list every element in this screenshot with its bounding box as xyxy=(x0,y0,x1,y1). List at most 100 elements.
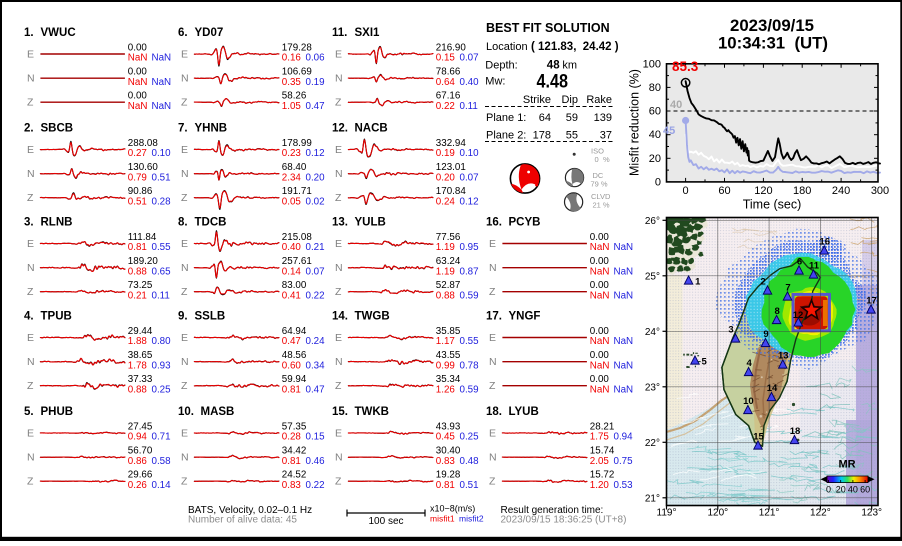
svg-text:257.61: 257.61 xyxy=(282,256,312,267)
svg-text:NaN: NaN xyxy=(614,242,634,253)
svg-text:7.: 7. xyxy=(178,123,188,135)
svg-text:Mw:: Mw: xyxy=(485,75,505,87)
svg-text:NaN: NaN xyxy=(590,360,610,371)
svg-text:0.27: 0.27 xyxy=(128,148,147,159)
svg-text:YHNB: YHNB xyxy=(195,123,228,135)
svg-text:0.45: 0.45 xyxy=(436,432,456,443)
svg-text:Rake: Rake xyxy=(586,94,612,106)
svg-text:E: E xyxy=(181,428,188,440)
svg-text:78.66: 78.66 xyxy=(436,67,461,78)
svg-text:119°: 119° xyxy=(657,508,677,519)
svg-text:1.78: 1.78 xyxy=(128,360,148,371)
svg-text:0.00: 0.00 xyxy=(590,374,610,385)
svg-text:2.34: 2.34 xyxy=(282,172,302,183)
svg-text:TWGB: TWGB xyxy=(355,311,390,323)
svg-text:Z: Z xyxy=(181,476,188,488)
svg-text:km: km xyxy=(562,59,577,71)
svg-text:Time (sec): Time (sec) xyxy=(743,198,802,212)
svg-text:0.14: 0.14 xyxy=(282,266,302,277)
svg-text:11.: 11. xyxy=(332,27,347,39)
svg-text:4.48: 4.48 xyxy=(537,71,569,92)
svg-text:60: 60 xyxy=(718,185,730,197)
svg-text:0.51: 0.51 xyxy=(152,172,171,183)
svg-text:106.69: 106.69 xyxy=(282,67,312,78)
svg-text:0.40: 0.40 xyxy=(460,77,480,88)
svg-text:122°: 122° xyxy=(810,508,831,519)
svg-text:21 %: 21 % xyxy=(593,201,610,210)
svg-text:CLVD: CLVD xyxy=(591,192,611,201)
svg-text:59: 59 xyxy=(566,112,578,124)
svg-text:E: E xyxy=(181,144,188,156)
svg-text:2023/09/15 18:36:25 (UT+8): 2023/09/15 18:36:25 (UT+8) xyxy=(501,515,627,526)
svg-text:N: N xyxy=(27,262,35,274)
svg-text:NaN: NaN xyxy=(590,290,610,301)
svg-text:Z: Z xyxy=(181,97,188,109)
svg-text:NaN: NaN xyxy=(590,266,610,277)
svg-text:0.14: 0.14 xyxy=(152,480,172,491)
svg-text:N: N xyxy=(335,73,343,85)
svg-text:E: E xyxy=(335,238,342,250)
svg-text:111.84: 111.84 xyxy=(128,232,157,243)
svg-text:E: E xyxy=(335,144,342,156)
svg-text:29.66: 29.66 xyxy=(128,470,153,481)
svg-text:NACB: NACB xyxy=(355,123,388,135)
svg-text:0.00: 0.00 xyxy=(590,280,610,291)
svg-text:0.00: 0.00 xyxy=(128,42,148,53)
svg-text:13.: 13. xyxy=(332,217,348,229)
svg-text:24°: 24° xyxy=(645,327,660,338)
svg-text:N: N xyxy=(27,452,35,464)
svg-text:68.40: 68.40 xyxy=(282,162,307,173)
svg-text:40: 40 xyxy=(649,129,661,141)
svg-text:178.99: 178.99 xyxy=(282,138,312,149)
svg-text:17.: 17. xyxy=(486,311,502,323)
svg-text:1.05: 1.05 xyxy=(282,101,302,112)
svg-text:YD07: YD07 xyxy=(195,27,224,39)
svg-text:48: 48 xyxy=(547,59,560,71)
svg-text:0.59: 0.59 xyxy=(460,290,479,301)
svg-text:0.05: 0.05 xyxy=(282,196,302,207)
svg-text:%: % xyxy=(603,155,610,164)
svg-text:0.95: 0.95 xyxy=(460,242,480,253)
svg-text:5.: 5. xyxy=(24,406,34,418)
svg-text:240: 240 xyxy=(832,185,850,197)
svg-text:N: N xyxy=(181,356,189,368)
svg-text:NaN: NaN xyxy=(590,384,610,395)
svg-text:Z: Z xyxy=(27,380,34,392)
svg-text:0.15: 0.15 xyxy=(436,53,456,64)
svg-text:139: 139 xyxy=(594,112,612,124)
svg-text:3: 3 xyxy=(728,325,733,336)
svg-text:10:34:31 (UT): 10:34:31 (UT) xyxy=(718,34,828,53)
svg-text:59.94: 59.94 xyxy=(282,374,307,385)
svg-text:8.: 8. xyxy=(178,217,188,229)
svg-text:0.51: 0.51 xyxy=(460,480,479,491)
svg-text:15.74: 15.74 xyxy=(590,446,615,457)
svg-text:17: 17 xyxy=(866,296,877,307)
svg-text:4.: 4. xyxy=(24,311,34,323)
svg-text:Z: Z xyxy=(335,192,342,204)
svg-text:3.: 3. xyxy=(24,217,34,229)
svg-text:Misfit reduction (%): Misfit reduction (%) xyxy=(628,69,642,176)
svg-text:N: N xyxy=(335,168,343,180)
svg-text:N: N xyxy=(27,73,35,85)
svg-text:100: 100 xyxy=(643,58,661,70)
svg-text:0.19: 0.19 xyxy=(436,148,455,159)
svg-text:Plane 1:: Plane 1: xyxy=(486,112,526,124)
svg-text:2023/09/15: 2023/09/15 xyxy=(730,16,814,35)
svg-text:N: N xyxy=(489,452,497,464)
svg-text:N: N xyxy=(181,452,189,464)
svg-text:8: 8 xyxy=(774,306,779,317)
svg-text:0.22: 0.22 xyxy=(436,101,455,112)
svg-text:26°: 26° xyxy=(645,216,660,227)
svg-text:60: 60 xyxy=(860,485,870,495)
svg-text:ISO: ISO xyxy=(591,147,604,156)
svg-text:NaN: NaN xyxy=(614,384,634,395)
svg-text:11: 11 xyxy=(809,261,820,272)
svg-text:121°: 121° xyxy=(759,508,780,519)
svg-text:NaN: NaN xyxy=(152,101,172,112)
svg-text:0: 0 xyxy=(683,185,689,197)
svg-text:2.05: 2.05 xyxy=(590,456,610,467)
svg-text:0.81: 0.81 xyxy=(282,456,301,467)
svg-text:178: 178 xyxy=(533,130,551,142)
svg-text:DC: DC xyxy=(593,171,604,180)
svg-text:0.78: 0.78 xyxy=(460,360,480,371)
